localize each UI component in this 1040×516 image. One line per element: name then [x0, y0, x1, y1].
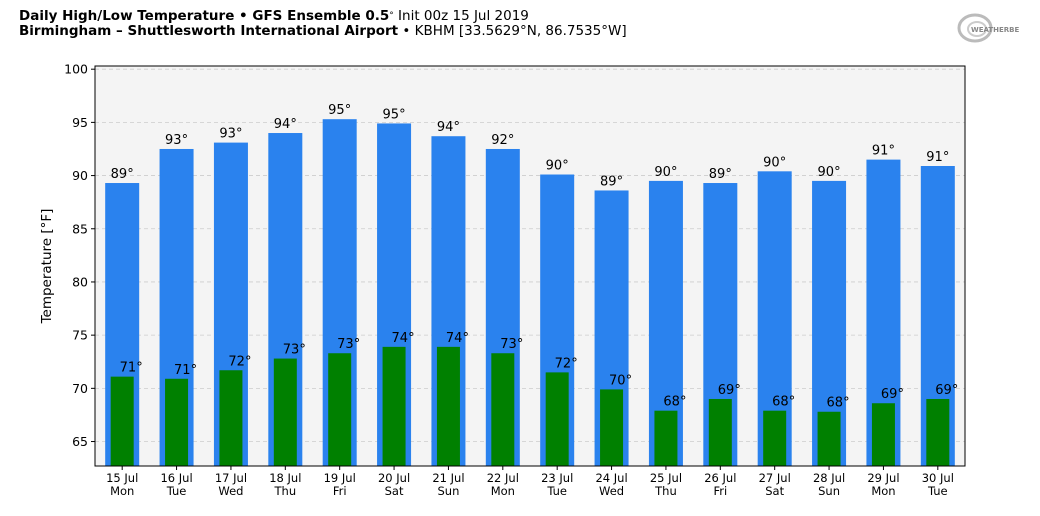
- x-tick-day: Sun: [818, 484, 840, 498]
- x-tick-day: Fri: [713, 484, 727, 498]
- x-tick-day: Thu: [654, 484, 677, 498]
- low-label: 68°: [827, 396, 850, 411]
- x-tick-day: Wed: [218, 484, 243, 498]
- x-tick-day: Tue: [546, 484, 567, 498]
- low-label: 71°: [120, 361, 143, 376]
- x-tick-date: 18 Jul: [269, 471, 301, 485]
- x-tick-day: Mon: [871, 484, 895, 498]
- low-label: 72°: [228, 354, 251, 369]
- y-tick-label: 90: [72, 168, 88, 183]
- x-tick-day: Fri: [333, 484, 347, 498]
- x-tick-date: 28 Jul: [813, 471, 845, 485]
- x-tick-day: Sat: [385, 484, 404, 498]
- high-label: 91°: [872, 144, 895, 159]
- low-label: 72°: [555, 356, 578, 371]
- low-label: 68°: [663, 395, 686, 410]
- y-tick-label: 85: [72, 221, 88, 236]
- x-tick-date: 24 Jul: [595, 471, 627, 485]
- low-bar: [273, 358, 297, 466]
- plot-frame: [94, 65, 966, 467]
- low-label: 74°: [392, 331, 415, 346]
- low-label: 74°: [446, 331, 469, 346]
- high-label: 92°: [491, 133, 514, 148]
- low-label: 69°: [881, 387, 904, 402]
- low-label: 69°: [935, 383, 958, 398]
- low-bar: [654, 410, 678, 466]
- low-label: 70°: [609, 373, 632, 388]
- low-bar: [600, 389, 624, 466]
- low-bar: [817, 411, 841, 466]
- x-tick-date: 30 Jul: [922, 471, 954, 485]
- high-label: 90°: [763, 155, 786, 170]
- x-tick-day: Mon: [491, 484, 515, 498]
- x-tick-date: 20 Jul: [378, 471, 410, 485]
- low-label: 68°: [772, 395, 795, 410]
- high-label: 90°: [818, 165, 841, 180]
- high-label: 89°: [600, 174, 623, 189]
- high-label: 95°: [328, 103, 351, 118]
- high-label: 90°: [654, 165, 677, 180]
- low-label: 69°: [718, 383, 741, 398]
- x-tick-date: 27 Jul: [759, 471, 791, 485]
- low-bar: [926, 398, 950, 466]
- high-label: 93°: [165, 133, 188, 148]
- y-tick-label: 80: [72, 274, 88, 289]
- x-tick-date: 29 Jul: [867, 471, 899, 485]
- x-tick-day: Wed: [599, 484, 624, 498]
- x-tick-day: Tue: [166, 484, 187, 498]
- high-label: 94°: [437, 120, 460, 135]
- low-label: 73°: [283, 343, 306, 358]
- y-tick-label: 65: [72, 434, 88, 449]
- low-bar: [871, 403, 895, 466]
- high-label: 91°: [926, 150, 949, 165]
- y-tick-label: 95: [72, 115, 88, 130]
- x-tick-date: 17 Jul: [215, 471, 247, 485]
- x-tick-day: Sat: [765, 484, 784, 498]
- low-bar: [763, 410, 787, 466]
- low-bar: [491, 353, 515, 466]
- x-tick-day: Thu: [274, 484, 297, 498]
- high-label: 95°: [383, 107, 406, 122]
- chart-title: Daily High/Low Temperature • GFS Ensembl…: [19, 8, 529, 24]
- weatherbell-logo: WEATHERBELL: [957, 12, 1029, 44]
- low-bar: [219, 370, 243, 466]
- low-label: 71°: [174, 363, 197, 378]
- x-tick-date: 23 Jul: [541, 471, 573, 485]
- low-bar: [328, 353, 352, 466]
- x-tick-date: 25 Jul: [650, 471, 682, 485]
- chart-header: Daily High/Low Temperature • GFS Ensembl…: [19, 9, 627, 39]
- y-axis-label: Temperature [°F]: [39, 209, 55, 325]
- low-bar: [110, 376, 134, 466]
- high-label: 89°: [111, 167, 134, 182]
- x-tick-date: 21 Jul: [432, 471, 464, 485]
- y-tick-label: 75: [72, 328, 88, 343]
- x-tick-day: Sun: [437, 484, 459, 498]
- svg-text:WEATHERBELL: WEATHERBELL: [971, 26, 1019, 34]
- station-line: Birmingham – Shuttlesworth International…: [19, 23, 627, 39]
- low-bar: [708, 398, 732, 466]
- low-bar: [165, 378, 189, 466]
- x-tick-day: Tue: [927, 484, 948, 498]
- x-tick-date: 22 Jul: [487, 471, 519, 485]
- low-label: 73°: [337, 337, 360, 352]
- high-label: 89°: [709, 167, 732, 182]
- x-tick-day: Mon: [110, 484, 134, 498]
- high-label: 94°: [274, 117, 297, 132]
- high-label: 90°: [546, 159, 569, 174]
- low-bar: [382, 346, 406, 466]
- y-tick-label: 100: [64, 62, 88, 77]
- y-tick-label: 70: [72, 381, 88, 396]
- x-tick-date: 16 Jul: [160, 471, 192, 485]
- low-bar: [436, 346, 460, 466]
- x-tick-date: 19 Jul: [324, 471, 356, 485]
- low-label: 73°: [500, 337, 523, 352]
- x-tick-date: 15 Jul: [106, 471, 138, 485]
- low-bar: [545, 372, 569, 466]
- high-label: 93°: [219, 127, 242, 142]
- x-tick-date: 26 Jul: [704, 471, 736, 485]
